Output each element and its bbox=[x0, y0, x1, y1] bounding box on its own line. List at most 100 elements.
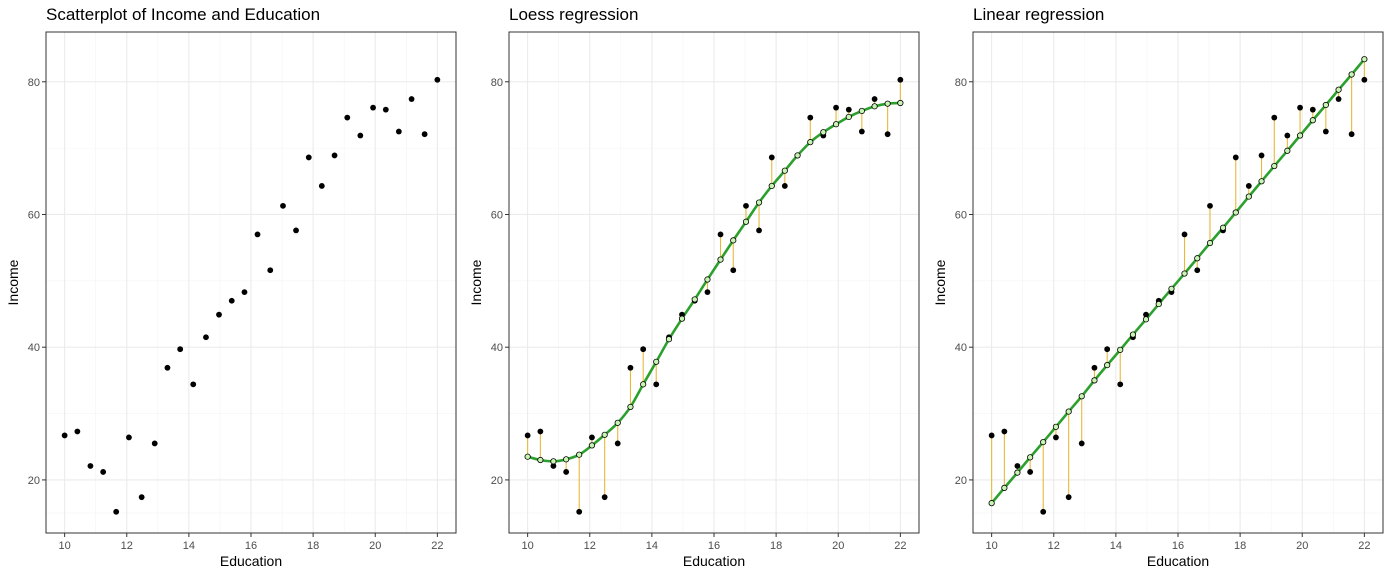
y-tick-label: 60 bbox=[491, 209, 503, 221]
data-point bbox=[1245, 183, 1252, 189]
fitted-point bbox=[588, 442, 596, 449]
panel-1: 10 12 14 16 18 20 22 20 40 60 80 Scatterplot of Inc… bbox=[5, 5, 457, 569]
data-point bbox=[1143, 311, 1149, 318]
fitted-point bbox=[1091, 377, 1098, 384]
data-point bbox=[1361, 76, 1368, 83]
x-tick-label: 22 bbox=[1358, 540, 1370, 552]
data-point bbox=[228, 297, 235, 304]
fitted-point bbox=[768, 182, 775, 190]
x-axis-title: Education bbox=[220, 553, 282, 569]
fitted-point bbox=[1142, 316, 1150, 323]
x-tick-label: 16 bbox=[708, 540, 720, 552]
data-point bbox=[589, 434, 595, 441]
x-tick-label: 20 bbox=[832, 540, 844, 552]
fitted-point bbox=[1258, 178, 1265, 185]
data-point bbox=[1040, 508, 1047, 515]
data-point bbox=[1014, 463, 1021, 469]
data-point bbox=[293, 227, 299, 234]
x-tick-label: 12 bbox=[1048, 540, 1060, 552]
data-point bbox=[807, 114, 814, 121]
fitted-point bbox=[563, 456, 570, 463]
data-point bbox=[190, 381, 197, 388]
data-point bbox=[563, 469, 570, 475]
fitted-point bbox=[1206, 239, 1214, 247]
y-tick-label: 40 bbox=[28, 342, 40, 354]
data-point bbox=[151, 440, 158, 447]
fitted-point bbox=[807, 139, 814, 146]
x-tick-label: 20 bbox=[1296, 540, 1308, 552]
data-point bbox=[988, 432, 995, 439]
fitted-point bbox=[794, 152, 801, 159]
fitted-point bbox=[1348, 71, 1355, 78]
fitted-point bbox=[1027, 454, 1034, 461]
data-point bbox=[267, 267, 274, 274]
x-axis-title: Education bbox=[1147, 553, 1209, 569]
fitted-point bbox=[704, 276, 711, 283]
fitted-point bbox=[1065, 408, 1072, 415]
x-tick-label: 16 bbox=[1172, 540, 1184, 552]
fitted-point bbox=[871, 103, 878, 110]
data-point bbox=[1181, 231, 1188, 238]
fitted-point bbox=[1040, 438, 1047, 446]
fitted-point bbox=[1117, 346, 1124, 353]
fitted-point bbox=[1284, 147, 1291, 154]
fitted-point bbox=[1001, 484, 1008, 491]
y-tick-label: 20 bbox=[28, 475, 40, 487]
y-tick-label: 40 bbox=[491, 342, 503, 354]
chart-title: Loess regression bbox=[509, 5, 638, 24]
data-point bbox=[138, 494, 145, 501]
data-point bbox=[1207, 202, 1213, 209]
data-point bbox=[1271, 114, 1278, 121]
data-point bbox=[344, 114, 351, 121]
grid bbox=[973, 32, 1383, 533]
data-point bbox=[1309, 106, 1316, 113]
fitted-points bbox=[988, 56, 1368, 507]
fitted-point bbox=[845, 113, 852, 121]
x-axis: 10 12 14 16 18 20 22 bbox=[59, 533, 443, 552]
data-point bbox=[421, 131, 428, 138]
fitted-point bbox=[627, 403, 634, 411]
x-tick-label: 10 bbox=[59, 540, 71, 552]
x-tick-label: 18 bbox=[770, 540, 782, 552]
data-point bbox=[1091, 364, 1098, 371]
data-point bbox=[1194, 267, 1201, 274]
x-axis-title: Education bbox=[683, 553, 745, 569]
chart-title: Linear regression bbox=[973, 5, 1104, 24]
fitted-point bbox=[1296, 132, 1304, 139]
fitted-point bbox=[1232, 209, 1239, 216]
data-point bbox=[1348, 131, 1355, 138]
fitted-point bbox=[1219, 224, 1227, 231]
y-tick-label: 40 bbox=[955, 342, 967, 354]
data-point bbox=[1065, 494, 1072, 501]
panel-2: 10 12 14 16 18 20 22 20 40 60 80 Loess regression Ed… bbox=[468, 5, 920, 569]
grid bbox=[509, 32, 919, 533]
x-axis: 10 12 14 16 18 20 22 bbox=[986, 533, 1370, 552]
x-tick-label: 12 bbox=[121, 540, 133, 552]
fitted-point bbox=[755, 199, 763, 206]
data-point bbox=[382, 106, 389, 113]
fitted-point bbox=[1168, 285, 1175, 292]
data-point bbox=[524, 432, 531, 439]
fitted-point bbox=[742, 218, 750, 225]
data-point bbox=[781, 183, 788, 189]
fitted-point bbox=[1271, 162, 1278, 170]
data-point bbox=[601, 494, 608, 501]
fitted-point bbox=[781, 167, 788, 174]
data-point bbox=[1001, 428, 1008, 435]
data-point bbox=[203, 334, 209, 341]
panel-3: 10 12 14 16 18 20 22 20 40 60 80 Linear regression E… bbox=[932, 5, 1384, 569]
data-point bbox=[113, 508, 120, 515]
fitted-point bbox=[1104, 362, 1111, 369]
fitted-point bbox=[1245, 193, 1252, 200]
fitted-point bbox=[640, 381, 647, 388]
data-point bbox=[1078, 440, 1085, 447]
data-point bbox=[756, 227, 762, 234]
data-point bbox=[331, 152, 338, 159]
fitted-point bbox=[717, 256, 724, 263]
fitted-point bbox=[820, 129, 827, 136]
data-point bbox=[61, 432, 68, 439]
fitted-point bbox=[858, 107, 865, 115]
data-point bbox=[537, 428, 544, 435]
data-point bbox=[627, 364, 634, 371]
